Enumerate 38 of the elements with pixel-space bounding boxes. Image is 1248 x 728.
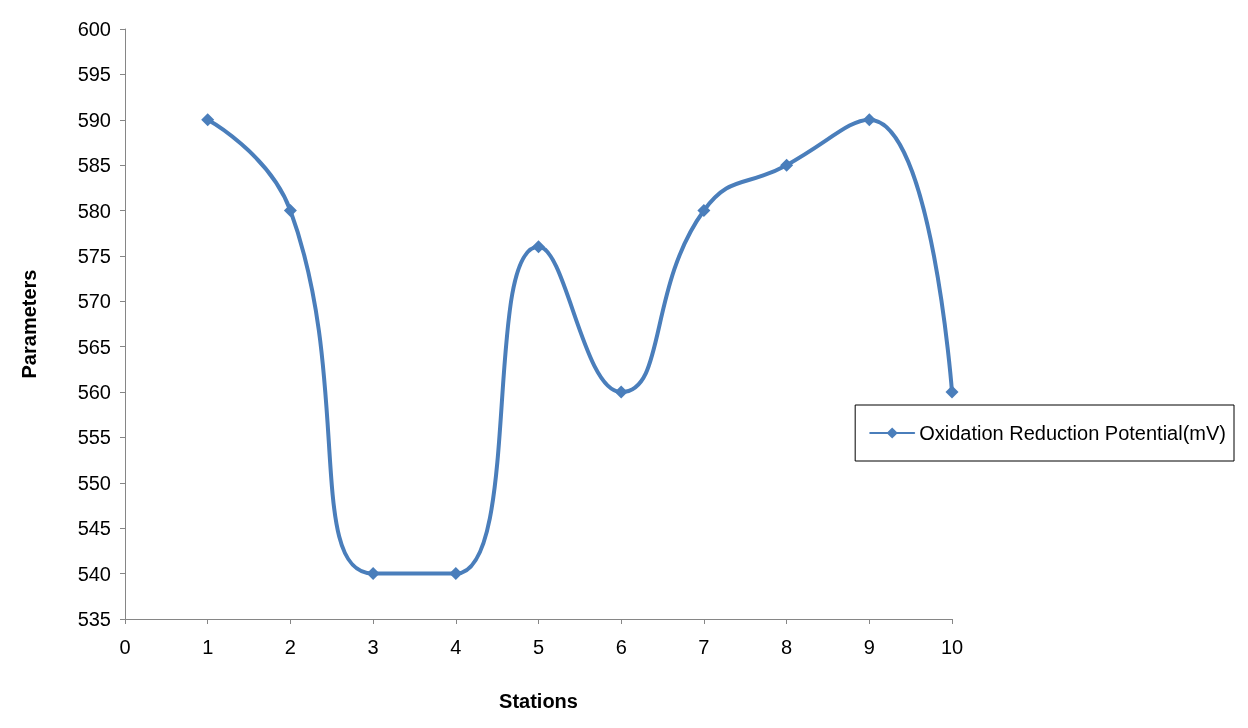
- y-tick-label: 550: [77, 471, 111, 494]
- y-tick-label: 565: [77, 335, 111, 358]
- y-tick-label: 540: [77, 562, 111, 585]
- x-tick-label: 5: [532, 636, 545, 658]
- y-tick-label: 535: [77, 608, 111, 630]
- x-tick-label: 3: [367, 636, 379, 658]
- y-tick-label: 580: [77, 199, 111, 222]
- point: [862, 113, 876, 127]
- x-tick-label: 7: [698, 636, 710, 658]
- x-tick-label: 10: [940, 636, 964, 658]
- point: [201, 113, 215, 127]
- x-tick-label: 6: [615, 636, 627, 658]
- x-tick-label: 0: [119, 636, 131, 658]
- x-tick-label: 1: [202, 636, 214, 658]
- point: [449, 567, 463, 581]
- y-axis-title: Parameters: [18, 269, 40, 379]
- x-tick-label: 4: [450, 636, 462, 658]
- y-tick-label: 555: [77, 426, 111, 449]
- y-tick-label: 590: [77, 108, 111, 131]
- point: [780, 158, 794, 172]
- y-tick-label: 595: [77, 63, 111, 86]
- legend-label: Oxidation Reduction Potential(mV): [919, 422, 1227, 444]
- y-tick-label: 560: [77, 381, 111, 404]
- point: [366, 567, 380, 581]
- x-tick-label: 9: [863, 636, 875, 658]
- point: [283, 204, 297, 218]
- point: [614, 385, 628, 399]
- point: [945, 385, 959, 399]
- y-tick-label: 570: [77, 290, 111, 313]
- point: [697, 204, 711, 218]
- point: [532, 240, 545, 254]
- x-axis-title: Stations: [499, 690, 578, 712]
- x-tick-label: 8: [781, 636, 793, 658]
- y-tick-label: 575: [77, 244, 111, 267]
- y-tick-label: 600: [77, 18, 111, 40]
- x-tick-label: 2: [284, 636, 296, 658]
- y-tick-label: 545: [77, 517, 111, 540]
- y-tick-label: 585: [77, 154, 111, 177]
